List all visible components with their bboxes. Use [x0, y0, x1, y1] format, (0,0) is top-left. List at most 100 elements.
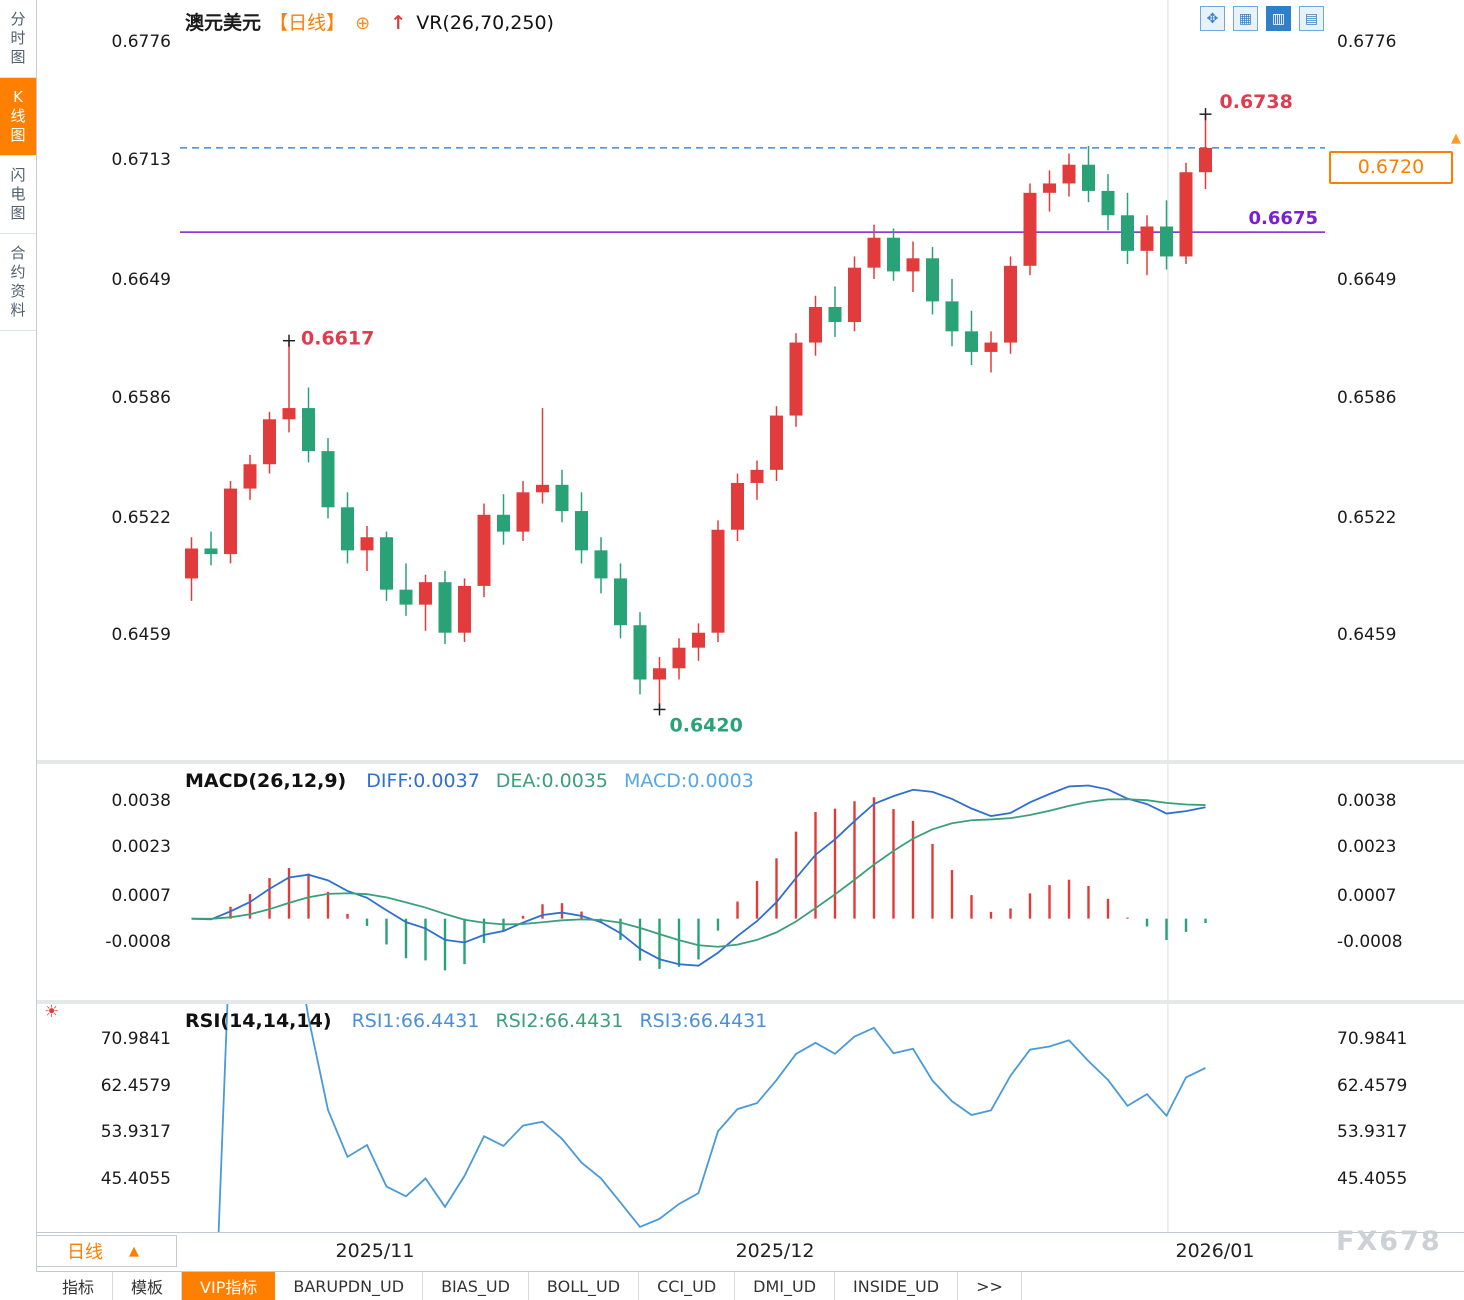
panel-separator [36, 760, 1464, 764]
indicator-tab-8[interactable]: INSIDE_UD [835, 1272, 959, 1300]
axis-tick: 0.6522 [111, 507, 171, 528]
indicator-marker-icon: ☀ [44, 1002, 60, 1022]
macd-dea-line [191, 798, 1206, 948]
time-axis-label: 2026/01 [1175, 1240, 1255, 1262]
macd-axis-left: 0.0038 0.0023 0.0007 -0.0008 [36, 764, 180, 1000]
indicator-readout: RSI2:66.4431 [495, 1010, 624, 1032]
axis-tick: 45.4055 [1337, 1169, 1408, 1190]
chart-toolbar: ✥ ▦ ▥ ▤ [1200, 6, 1324, 31]
axis-tick: -0.0008 [1337, 932, 1403, 953]
time-axis: 日线 ▲ 2025/11 2025/12 2026/01 [36, 1233, 1464, 1271]
up-arrow-icon: ↑ [390, 12, 407, 34]
axis-tick: 0.0038 [1337, 790, 1397, 811]
indicator-readout: MACD:0.0003 [623, 770, 754, 792]
axis-tick: 0.0023 [111, 836, 171, 857]
axis-tick: 0.0007 [1337, 886, 1397, 907]
rsi-header: RSI(14,14,14) RSI1:66.4431 RSI2:66.4431 RS… [185, 1010, 783, 1032]
price-axis-right: 0.6720 ▲ 0.67760.67130.66490.65860.65220… [1325, 0, 1464, 760]
rsi-svg[interactable] [180, 899, 1325, 1300]
indicator-tab-4[interactable]: BIAS_UD [423, 1272, 529, 1300]
indicator-tab-1[interactable]: 模板 [113, 1272, 183, 1300]
axis-tick: 0.6776 [1337, 32, 1397, 53]
axis-tick: 0.6586 [111, 387, 171, 408]
time-axis-label: 2025/11 [335, 1240, 415, 1262]
rsi-plot[interactable] [180, 899, 1325, 1300]
macd-readouts: DIFF:0.0037 DEA:0.0035 MACD:0.0003 [366, 770, 770, 792]
macd-axis-right: 0.0038 0.0023 0.0007 -0.0008 [1325, 764, 1464, 1000]
axis-tick: 0.6649 [1337, 269, 1397, 290]
axis-tick: 0.6522 [1337, 507, 1397, 528]
axis-tick: 53.9317 [100, 1122, 171, 1143]
price-axis-left: 0.6776 0.6713 0.6649 0.6586 0.6522 0.6459 [36, 0, 180, 760]
macd-panel: 0.0038 0.0023 0.0007 -0.0008 0.0038 0.0023 0.… [36, 764, 1464, 1000]
axis-tick: 0.6649 [111, 269, 171, 290]
macd-header: MACD(26,12,9) DIFF:0.0037 DEA:0.0035 MACD:… [185, 770, 770, 792]
period-label: 日线 [67, 1242, 103, 1263]
indicator-tab-6[interactable]: CCI_UD [639, 1272, 736, 1300]
candlestick-plot[interactable]: 0.6675 0.6617 0.6420 0.6738 [180, 0, 1325, 760]
indicator-tab-7[interactable]: DMI_UD [735, 1272, 836, 1300]
chart-header: 澳元美元 【日线】 ⊕ ↑ VR(26,70,250) [185, 8, 554, 35]
period-arrow-icon: ▲ [129, 1243, 139, 1259]
macd-plot[interactable] [180, 764, 1325, 1000]
axis-tick: 0.6713 [111, 149, 171, 170]
add-indicator-icon[interactable]: ⊕ [355, 13, 371, 34]
time-axis-label: 2025/12 [735, 1240, 815, 1262]
axis-tick: 0.6776 [111, 32, 171, 53]
bottom-bar-separator [0, 1271, 1464, 1272]
axis-tick: 70.9841 [100, 1028, 171, 1049]
rsi-readouts: RSI1:66.4431 RSI2:66.4431 RSI3:66.4431 [352, 1010, 784, 1032]
indicator-tab-0[interactable]: 指标 [44, 1272, 114, 1300]
axis-tick: 0.0038 [111, 790, 171, 811]
axis-tick: 45.4055 [100, 1169, 171, 1190]
macd-histogram [209, 797, 1207, 971]
axis-tick: 0.6459 [111, 625, 171, 646]
period-tag[interactable]: 【日线】 [269, 12, 346, 34]
svg-text:0.6617: 0.6617 [301, 328, 374, 350]
current-price-value: 0.6720 [1357, 156, 1425, 179]
svg-text:0.6738: 0.6738 [1220, 91, 1293, 113]
indicator-tab-5[interactable]: BOLL_UD [529, 1272, 640, 1300]
panel-separator [36, 1000, 1464, 1004]
axis-tick: 70.9841 [1337, 1028, 1408, 1049]
grid-layout-icon[interactable]: ▦ [1233, 6, 1258, 31]
axis-tick: 62.4579 [1337, 1075, 1408, 1096]
vr-indicator-label: VR(26,70,250) [416, 12, 554, 34]
indicator-readout: RSI3:66.4431 [639, 1010, 768, 1032]
indicator-tab-9[interactable]: >> [958, 1272, 1022, 1300]
sidebar-tab-2[interactable]: 闪电图 [0, 156, 36, 234]
sidebar-tab-3[interactable]: 合约资料 [0, 234, 36, 331]
symbol-name: 澳元美元 [185, 12, 262, 34]
indicator-tab-bar: 指标 模板 VIP指标 BARUPDN_UD BIAS_UD BOLL_UD CCI_UD D… [0, 1272, 1464, 1300]
rsi-title[interactable]: RSI(14,14,14) [185, 1010, 332, 1032]
rsi-panel: 70.9841 62.4579 53.9317 45.4055 70.9841 62.4… [36, 899, 1464, 1300]
macd-svg[interactable] [180, 764, 1325, 1000]
candlestick-panel: 0.6776 0.6713 0.6649 0.6586 0.6522 0.6459 0.6… [36, 0, 1464, 760]
macd-title[interactable]: MACD(26,12,9) [185, 770, 347, 792]
rsi-axis-left: 70.9841 62.4579 53.9317 45.4055 [36, 1004, 180, 1232]
macd-diff-line [191, 784, 1206, 967]
axis-tick: -0.0008 [105, 932, 171, 953]
period-selector[interactable]: 日线 ▲ [36, 1235, 177, 1267]
axis-tick: 0.6459 [1337, 625, 1397, 646]
panel-split-icon[interactable]: ▤ [1299, 6, 1324, 31]
indicator-readout: DEA:0.0035 [495, 770, 608, 792]
indicator-tab-2[interactable]: VIP指标 [182, 1272, 276, 1300]
axis-separator-line [36, 1232, 1464, 1233]
indicator-tab-3[interactable]: BARUPDN_UD [275, 1272, 424, 1300]
rsi-axis-right: 70.9841 62.4579 53.9317 45.4055 [1325, 1004, 1464, 1232]
crosshair-move-icon[interactable]: ✥ [1200, 6, 1225, 31]
indicator-readout: DIFF:0.0037 [366, 770, 480, 792]
sidebar-tab-0[interactable]: 分时图 [0, 0, 36, 78]
axis-tick: 0.0007 [111, 886, 171, 907]
svg-text:0.6420: 0.6420 [670, 714, 743, 736]
current-price-badge: 0.6720 [1329, 150, 1453, 184]
axis-tick: 0.6586 [1337, 387, 1397, 408]
bar-chart-icon[interactable]: ▥ [1266, 6, 1291, 31]
price-up-arrow-icon: ▲ [1451, 130, 1461, 146]
candlestick-svg[interactable]: 0.6675 0.6617 0.6420 0.6738 [180, 0, 1325, 760]
svg-text:0.6675: 0.6675 [1249, 208, 1318, 229]
